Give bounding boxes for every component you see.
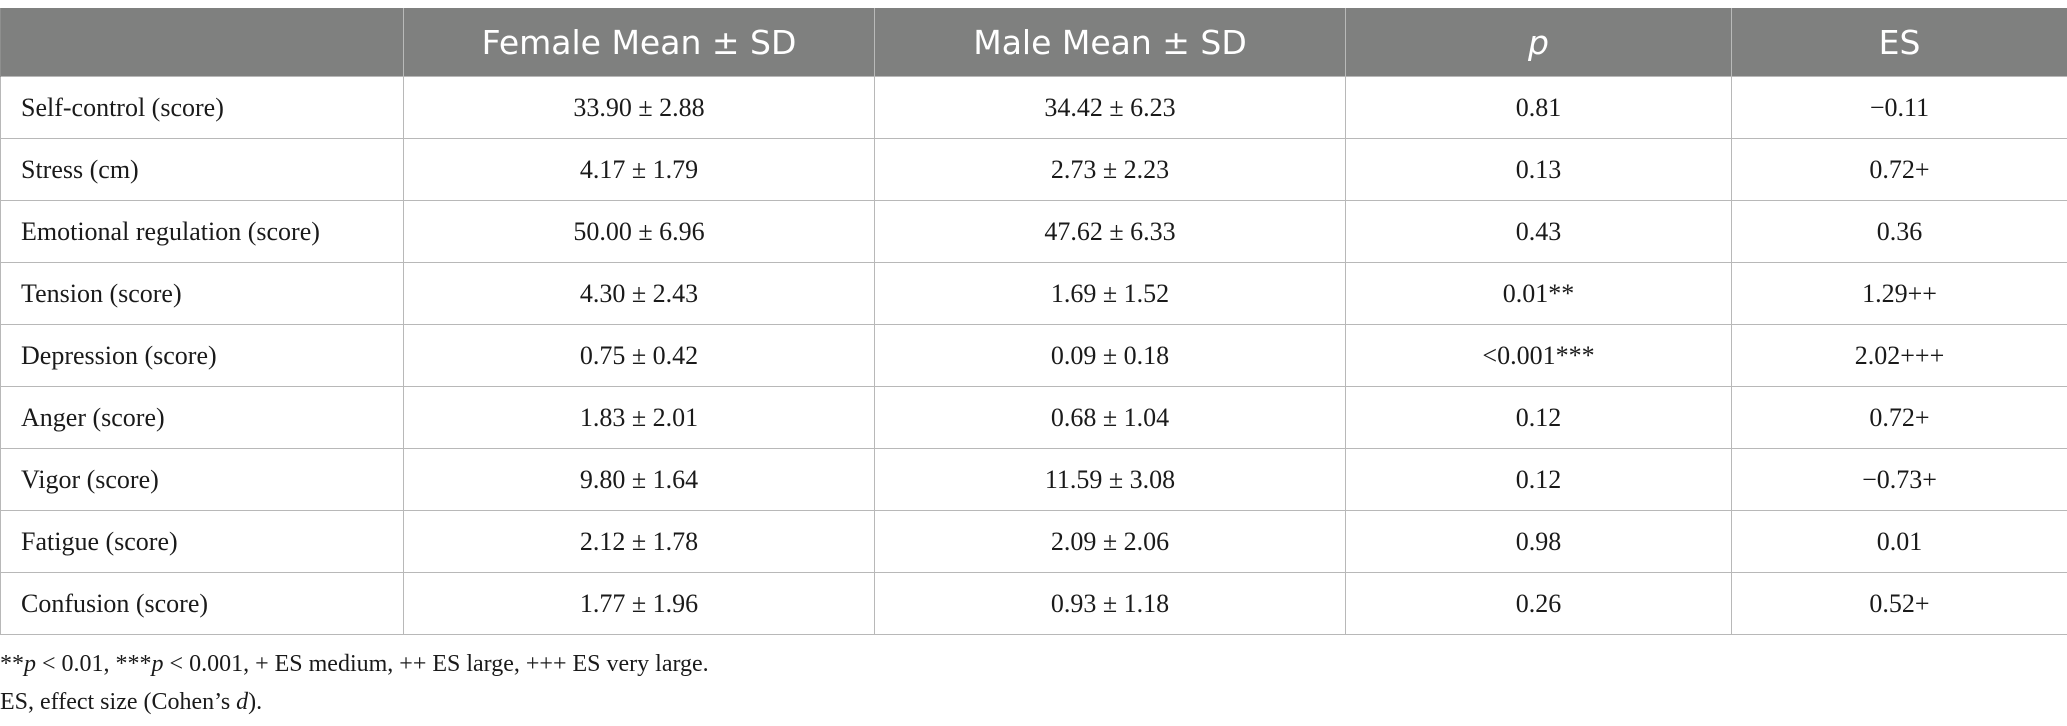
es-value: 2.02+++ — [1731, 324, 2067, 387]
female-value: 1.77 ± 1.96 — [403, 572, 875, 635]
table-row: Fatigue (score) 2.12 ± 1.78 2.09 ± 2.06 … — [0, 510, 2067, 573]
es-value: −0.73+ — [1731, 448, 2067, 511]
footnote-text: < 0.001, + ES medium, ++ ES large, +++ E… — [163, 651, 709, 677]
es-value: 1.29++ — [1731, 262, 2067, 325]
male-value: 34.42 ± 6.23 — [874, 76, 1346, 139]
table-row: Self-control (score) 33.90 ± 2.88 34.42 … — [0, 76, 2067, 139]
male-value: 0.09 ± 0.18 — [874, 324, 1346, 387]
male-value: 0.93 ± 1.18 — [874, 572, 1346, 635]
female-value: 2.12 ± 1.78 — [403, 510, 875, 573]
row-label: Anger (score) — [0, 386, 404, 449]
female-value: 1.83 ± 2.01 — [403, 386, 875, 449]
row-label: Self-control (score) — [0, 76, 404, 139]
es-value: 0.36 — [1731, 200, 2067, 263]
footnote-abbreviation: ES, effect size (Cohen’s d). — [0, 683, 709, 721]
female-value: 4.17 ± 1.79 — [403, 138, 875, 201]
header-p-value: p — [1345, 8, 1732, 77]
results-table-container: Female Mean ± SD Male Mean ± SD p ES Sel… — [0, 8, 2067, 635]
female-value: 33.90 ± 2.88 — [403, 76, 875, 139]
female-value: 50.00 ± 6.96 — [403, 200, 875, 263]
footnote-italic-p: p — [151, 651, 164, 677]
table-row: Depression (score) 0.75 ± 0.42 0.09 ± 0.… — [0, 324, 2067, 387]
p-value: 0.01** — [1345, 262, 1732, 325]
footnote-italic-p: p — [24, 651, 36, 677]
p-value: <0.001*** — [1345, 324, 1732, 387]
header-variable — [0, 8, 404, 77]
header-male-mean-sd: Male Mean ± SD — [874, 8, 1346, 77]
row-label: Vigor (score) — [0, 448, 404, 511]
table-row: Confusion (score) 1.77 ± 1.96 0.93 ± 1.1… — [0, 572, 2067, 635]
es-value: 0.72+ — [1731, 138, 2067, 201]
table-row: Emotional regulation (score) 50.00 ± 6.9… — [0, 200, 2067, 263]
male-value: 2.09 ± 2.06 — [874, 510, 1346, 573]
footnote-significance: **p < 0.01, ***p < 0.001, + ES medium, +… — [0, 645, 709, 683]
row-label: Fatigue (score) — [0, 510, 404, 573]
female-value: 4.30 ± 2.43 — [403, 262, 875, 325]
female-value: 9.80 ± 1.64 — [403, 448, 875, 511]
p-value: 0.43 — [1345, 200, 1732, 263]
row-label: Confusion (score) — [0, 572, 404, 635]
header-effect-size: ES — [1731, 8, 2067, 77]
footnote-text: < 0.01, *** — [36, 651, 152, 677]
footnote-text: ). — [248, 689, 263, 715]
male-value: 2.73 ± 2.23 — [874, 138, 1346, 201]
footnote-text: ES, effect size (Cohen’s — [0, 689, 237, 715]
p-value: 0.98 — [1345, 510, 1732, 573]
p-value: 0.13 — [1345, 138, 1732, 201]
header-row: Female Mean ± SD Male Mean ± SD p ES — [0, 8, 2067, 77]
row-label: Tension (score) — [0, 262, 404, 325]
es-value: −0.11 — [1731, 76, 2067, 139]
p-value: 0.12 — [1345, 448, 1732, 511]
es-value: 0.72+ — [1731, 386, 2067, 449]
male-value: 47.62 ± 6.33 — [874, 200, 1346, 263]
male-value: 0.68 ± 1.04 — [874, 386, 1346, 449]
table-row: Stress (cm) 4.17 ± 1.79 2.73 ± 2.23 0.13… — [0, 138, 2067, 201]
p-value: 0.81 — [1345, 76, 1732, 139]
header-female-mean-sd: Female Mean ± SD — [403, 8, 875, 77]
male-value: 1.69 ± 1.52 — [874, 262, 1346, 325]
results-table: Female Mean ± SD Male Mean ± SD p ES Sel… — [0, 8, 2067, 635]
table-footnotes: **p < 0.01, ***p < 0.001, + ES medium, +… — [0, 645, 709, 721]
footnote-text: ** — [0, 651, 24, 677]
p-value: 0.12 — [1345, 386, 1732, 449]
row-label: Stress (cm) — [0, 138, 404, 201]
table-row: Anger (score) 1.83 ± 2.01 0.68 ± 1.04 0.… — [0, 386, 2067, 449]
table-row: Tension (score) 4.30 ± 2.43 1.69 ± 1.52 … — [0, 262, 2067, 325]
p-value: 0.26 — [1345, 572, 1732, 635]
male-value: 11.59 ± 3.08 — [874, 448, 1346, 511]
es-value: 0.01 — [1731, 510, 2067, 573]
female-value: 0.75 ± 0.42 — [403, 324, 875, 387]
table-row: Vigor (score) 9.80 ± 1.64 11.59 ± 3.08 0… — [0, 448, 2067, 511]
row-label: Emotional regulation (score) — [0, 200, 404, 263]
row-label: Depression (score) — [0, 324, 404, 387]
es-value: 0.52+ — [1731, 572, 2067, 635]
footnote-italic-d: d — [236, 689, 249, 715]
